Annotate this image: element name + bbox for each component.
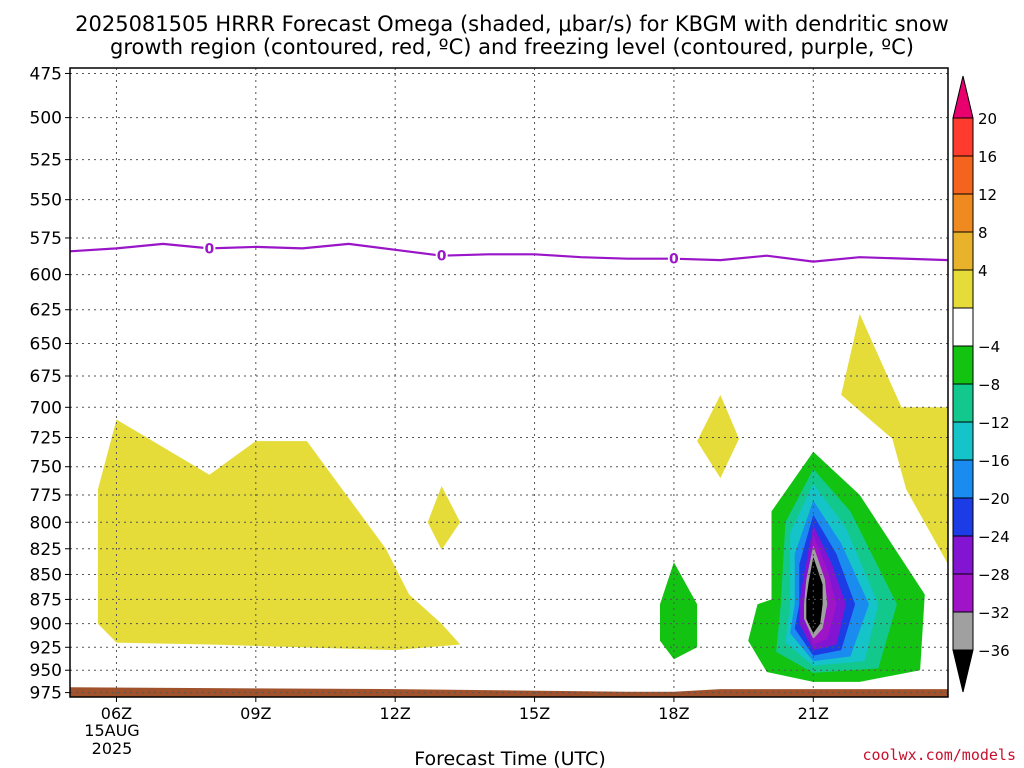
colorbar-box (952, 345, 974, 385)
colorbar-top-triangle (952, 75, 974, 119)
colorbar-label: 8 (978, 224, 988, 242)
colorbar-label: −28 (978, 566, 1010, 584)
y-tick-label: 975 (30, 684, 62, 704)
y-tick-label: 575 (30, 229, 62, 249)
y-tick-label: 800 (30, 513, 62, 533)
colorbar: 20 16 12 8 4 −4 −8 −12 −16 −20 −24 −28 −32 −36 (952, 75, 1010, 693)
plot-area: 0 0 0 475 500 525 550 575 600 625 650 675 700 725 750 7… (30, 64, 949, 723)
x-tick-label: 12Z (380, 704, 411, 723)
omega-region-13 (806, 557, 823, 634)
y-tick-label: 650 (30, 335, 62, 355)
colorbar-box (952, 573, 974, 613)
colorbar-label: −20 (978, 490, 1010, 508)
x-date-line-2: 2025 (92, 739, 133, 758)
y-tick-label: 775 (30, 486, 62, 506)
colorbar-box (952, 155, 974, 195)
colorbar-label: 16 (978, 148, 997, 166)
plot-frame (69, 67, 949, 698)
colorbar-label: −32 (978, 604, 1010, 622)
x-tick-label: 09Z (240, 704, 271, 723)
x-axis-title: Forecast Time (UTC) (414, 748, 605, 768)
omega-region-1 (427, 486, 461, 550)
freezing-level-label-bg (203, 240, 216, 257)
x-tick-label: 06Z (101, 704, 132, 723)
chart-title-line-2: growth region (contoured, red, ºC) and f… (110, 35, 914, 59)
freezing-level-label: 0 (204, 241, 214, 257)
y-tick-label: 850 (30, 565, 62, 585)
y-tick-label: 825 (30, 540, 62, 560)
y-tick-label: 550 (30, 191, 62, 211)
colorbar-box (952, 117, 974, 157)
omega-region-4 (660, 562, 698, 660)
colorbar-label: −24 (978, 528, 1010, 546)
y-tick-label: 600 (30, 266, 62, 286)
x-tick-label: 21Z (798, 704, 829, 723)
colorbar-box (952, 231, 974, 271)
y-tick-label: 900 (30, 615, 62, 635)
y-tick-label: 725 (30, 429, 62, 449)
freezing-level-label: 0 (669, 252, 679, 268)
colorbar-label: −12 (978, 414, 1010, 432)
omega-region-0 (97, 419, 461, 651)
freezing-level-label-bg (667, 250, 680, 267)
colorbar-box (952, 383, 974, 423)
chart-title-line-1: 2025081505 HRRR Forecast Omega (shaded, … (75, 12, 949, 36)
y-tick-label: 700 (30, 398, 62, 418)
y-tick-label: 875 (30, 590, 62, 610)
y-tick-label: 475 (30, 64, 62, 84)
y-tick-label: 625 (30, 301, 62, 321)
omega-region-2 (697, 394, 739, 479)
colorbar-box (952, 269, 974, 309)
colorbar-label: −36 (978, 642, 1010, 660)
omega-shading (97, 313, 948, 682)
gridlines (70, 68, 948, 697)
colorbar-label: −16 (978, 452, 1010, 470)
freezing-level-label-bg (435, 247, 448, 264)
colorbar-label: −8 (978, 376, 1000, 394)
x-tick-label: 18Z (658, 704, 689, 723)
colorbar-label: 12 (978, 186, 997, 204)
omega-region-3 (841, 313, 948, 565)
x-tick-label: 15Z (519, 704, 550, 723)
y-tick-label: 525 (30, 151, 62, 171)
colorbar-box (952, 611, 974, 651)
y-tick-label: 500 (30, 109, 62, 129)
colorbar-label: −4 (978, 338, 1000, 356)
colorbar-label: 4 (978, 262, 988, 280)
credit-link[interactable]: coolwx.com/models (862, 746, 1016, 764)
colorbar-label: 20 (978, 110, 997, 128)
colorbar-box (952, 459, 974, 499)
colorbar-box (952, 535, 974, 575)
y-tick-label: 750 (30, 458, 62, 478)
freezing-level-label: 0 (437, 249, 447, 265)
y-tick-label: 925 (30, 638, 62, 658)
colorbar-box (952, 497, 974, 537)
y-tick-label: 950 (30, 661, 62, 681)
x-date-line-1: 15AUG (84, 721, 139, 740)
colorbar-box (952, 307, 974, 347)
colorbar-box (952, 193, 974, 233)
colorbar-bottom-triangle (952, 649, 974, 693)
y-tick-label: 675 (30, 367, 62, 387)
colorbar-box (952, 421, 974, 461)
